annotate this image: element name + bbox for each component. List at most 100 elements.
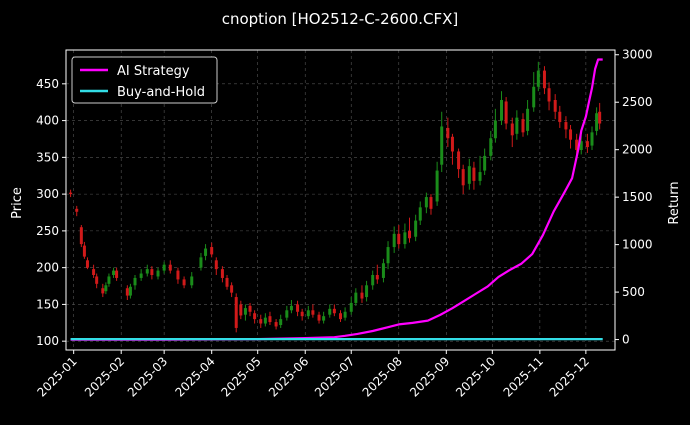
candle-body [418,207,422,221]
candle-body [467,166,471,184]
candle-body [408,230,412,239]
candle-body [150,269,154,275]
candle-body [199,257,203,268]
y-tick-label-right: 3000 [622,48,653,62]
candle-body [296,304,300,312]
candle-layer [69,61,602,333]
candle-body [234,297,238,328]
candle-body [176,270,180,280]
candle-body [483,155,487,171]
candle-body [95,276,99,284]
candle-body [75,208,79,212]
candle-body [239,304,243,316]
candle-body [156,270,160,277]
candle-body [440,126,444,165]
candle-body [225,277,229,287]
candle-body [397,233,401,245]
candle-body [403,232,407,245]
candle-body [375,275,379,280]
candle-body [248,305,252,312]
candle-body [104,285,108,292]
candle-body [429,197,433,209]
y-tick-label-right: 1000 [622,238,653,252]
y-tick-label-left: 400 [36,114,59,128]
candle-body [532,86,536,108]
candle-body [595,113,599,131]
y-tick-label-left: 300 [36,187,59,201]
candle-body [585,141,589,148]
y-tick-label-right: 0 [622,333,630,347]
candle-body [69,192,73,195]
legend-label-buy-and-hold: Buy-and-Hold [117,85,205,100]
candle-body [558,111,562,123]
line-layer [70,58,603,341]
candle-body [311,310,315,315]
candle-body [510,123,514,136]
candle-body [386,247,390,264]
candle-body [457,151,461,170]
candle-body [85,260,89,268]
candle-body [182,279,186,286]
candle-body [332,308,336,314]
candle-body [354,292,358,303]
candle-body [590,132,594,146]
candle-body [392,233,396,248]
candle-body [204,248,208,256]
candle-body [128,286,132,296]
candle-body [107,276,111,284]
candle-body [145,269,149,274]
candle-body [515,117,519,134]
candle-body [504,101,508,124]
legend-box [71,56,218,104]
y-tick-label-left: 150 [36,297,59,311]
candle-body [79,227,83,245]
candle-body [268,316,272,323]
candle-body [259,319,263,324]
y-tick-label-left: 350 [36,150,59,164]
candle-body [446,127,450,139]
candle-body [328,308,332,315]
candle-body [285,310,289,318]
plot-frame [65,49,616,351]
candle-body [547,88,551,102]
candle-body [435,170,439,202]
candle-body [569,129,573,140]
candle-body [478,172,482,181]
candle-body [365,285,369,298]
candle-body [472,167,476,181]
ai-strategy-line [70,58,603,341]
y-axis-label-right: Return [667,181,682,224]
candle-body [371,275,375,286]
candle-body [536,70,540,87]
candle-body [82,245,86,257]
candle-body [210,247,214,255]
legend: AI Strategy Buy-and-Hold [71,56,218,104]
candle-body [339,313,342,320]
candle-body [461,169,465,186]
y-tick-label-right: 2500 [622,95,653,109]
y-tick-label-right: 1500 [622,190,653,204]
y-axis-label-left: Price [10,187,25,219]
candle-body [139,273,143,278]
candle-body [300,311,304,317]
candle-body [168,264,172,271]
candle-body [220,269,224,278]
candle-body [125,288,129,296]
y-tick-label-left: 200 [36,261,59,275]
candle-body [322,316,326,321]
candle-body [289,305,293,311]
candle-body [349,302,353,312]
candle-body [575,139,579,150]
candle-body [133,277,137,286]
candle-body [424,197,428,208]
candle-body [381,263,385,278]
candle-body [414,220,418,237]
candle-body [489,138,493,156]
candle-body [542,70,546,89]
candle-body [92,269,96,275]
y-tick-label-left: 450 [36,77,59,91]
chart-title: cnoption [HO2512-C-2600.CFX] [222,10,459,28]
candle-body [306,310,310,317]
